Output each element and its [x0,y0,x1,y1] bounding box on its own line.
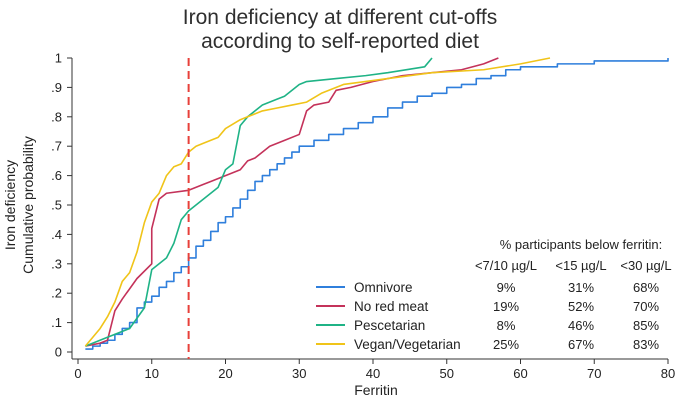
table-cell: 31% [568,280,594,295]
legend-label-no-red-meat: No red meat [354,299,429,314]
y-axis-title-line-2: Cumulative probability [20,136,36,274]
table-cell: 52% [568,299,594,314]
x-axis-ticks: 0 10 20 30 40 50 60 70 80 [74,359,675,381]
table-cell: 70% [633,299,659,314]
table-col-header-2: <15 µg/L [555,258,606,273]
table-cell: 68% [633,280,659,295]
y-tick-label: .9 [51,80,62,95]
legend-table-rows: Omnivore 9% 31% 68% No red meat 19% 52% 70% Pesc… [316,280,659,352]
y-tick-label: .1 [51,315,62,330]
x-tick-label: 30 [292,366,306,381]
y-tick-label: 0 [55,345,62,360]
x-tick-label: 10 [145,366,159,381]
legend-label-pescetarian: Pescetarian [354,318,425,333]
x-tick-label: 80 [661,366,675,381]
table-cell: 25% [493,337,519,352]
x-tick-label: 20 [218,366,232,381]
chart-title-line-1: Iron deficiency at different cut-offs [183,6,497,29]
series-line-no-red-meat [85,57,499,347]
y-tick-label: .3 [51,256,62,271]
y-axis-ticks: 0 .1 .2 .3 .4 .5 .6 .7 .8 .9 1 [51,51,72,360]
table-cell: 67% [568,337,594,352]
y-tick-label: .6 [51,168,62,183]
table-cell: 83% [633,337,659,352]
y-axis-title-line-1: Iron deficiency [2,160,18,250]
table-cell: 19% [493,299,519,314]
x-axis-title: Ferritin [354,382,398,398]
legend-label-omnivore: Omnivore [354,280,413,295]
table-cell: 9% [497,280,516,295]
y-tick-label: 1 [55,51,62,66]
x-tick-label: 0 [74,366,81,381]
x-tick-label: 40 [366,366,380,381]
x-tick-label: 50 [440,366,454,381]
series-line-pescetarian [85,57,433,347]
table-cell: 85% [633,318,659,333]
y-tick-label: .7 [51,139,62,154]
series-layer [84,57,669,350]
table-cell: 8% [497,318,516,333]
table-col-header-3: <30 µg/L [620,258,671,273]
y-tick-label: .2 [51,286,62,301]
y-tick-label: .5 [51,198,62,213]
y-tick-label: .4 [51,227,62,242]
x-tick-label: 60 [513,366,527,381]
series-line-vegan-vegetarian [84,57,551,347]
y-tick-label: .8 [51,109,62,124]
chart-title-line-2: according to self-reported diet [201,30,479,53]
x-tick-label: 70 [587,366,601,381]
table-cell: 46% [568,318,594,333]
table-title: % participants below ferritin: [500,237,663,252]
legend-label-vegan-vegetarian: Vegan/Vegetarian [354,337,461,352]
table-col-header-1: <7/10 µg/L [475,258,537,273]
